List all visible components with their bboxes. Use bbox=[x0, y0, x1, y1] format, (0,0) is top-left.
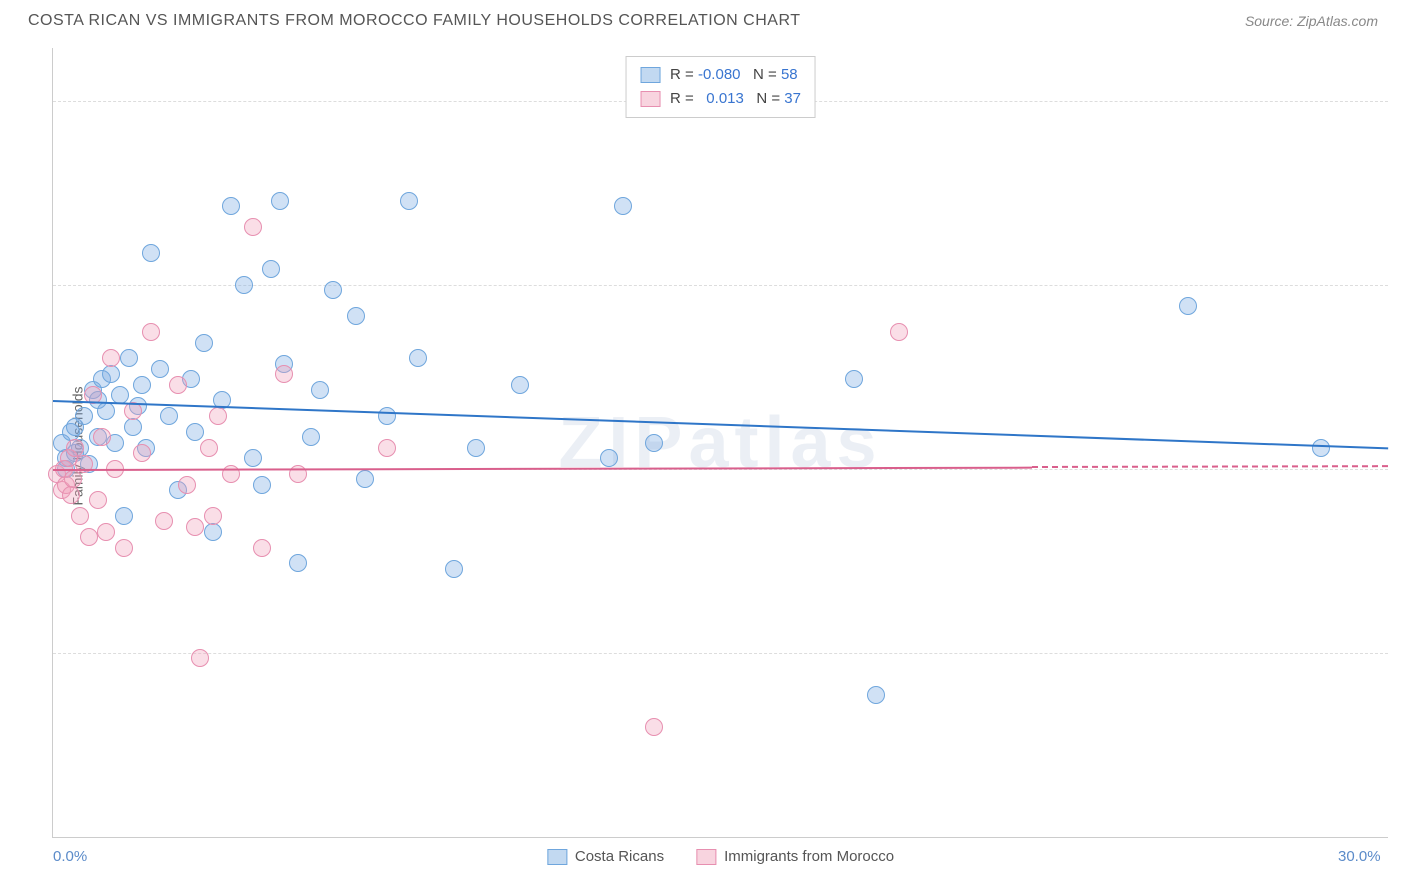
data-point bbox=[102, 365, 120, 383]
data-point bbox=[115, 539, 133, 557]
data-point bbox=[311, 381, 329, 399]
data-point bbox=[1312, 439, 1330, 457]
chart-title: COSTA RICAN VS IMMIGRANTS FROM MOROCCO F… bbox=[28, 12, 800, 30]
data-point bbox=[347, 307, 365, 325]
data-point bbox=[75, 407, 93, 425]
data-point bbox=[204, 523, 222, 541]
data-point bbox=[445, 560, 463, 578]
data-point bbox=[160, 407, 178, 425]
legend-item: Costa Ricans bbox=[547, 848, 664, 865]
data-point bbox=[409, 349, 427, 367]
data-point bbox=[71, 507, 89, 525]
data-point bbox=[645, 434, 663, 452]
data-point bbox=[93, 428, 111, 446]
data-point bbox=[64, 470, 82, 488]
data-point bbox=[511, 376, 529, 394]
data-point bbox=[169, 376, 187, 394]
data-point bbox=[845, 370, 863, 388]
legend-swatch bbox=[696, 849, 716, 865]
trend-line bbox=[53, 400, 1388, 449]
data-point bbox=[133, 444, 151, 462]
legend-stats: R = 0.013 N = 37 bbox=[670, 87, 801, 111]
legend-label: Immigrants from Morocco bbox=[724, 848, 894, 865]
chart-plot-area: ZIPatlas 47.5%65.0%82.5%100.0%0.0%30.0%R… bbox=[52, 48, 1388, 838]
data-point bbox=[178, 476, 196, 494]
series-legend: Costa Ricans Immigrants from Morocco bbox=[547, 848, 894, 865]
trend-line bbox=[53, 466, 1032, 470]
watermark-text: ZIPatlas bbox=[558, 402, 882, 484]
legend-item: Immigrants from Morocco bbox=[696, 848, 894, 865]
data-point bbox=[244, 449, 262, 467]
data-point bbox=[97, 523, 115, 541]
data-point bbox=[97, 402, 115, 420]
data-point bbox=[244, 218, 262, 236]
data-point bbox=[867, 686, 885, 704]
data-point bbox=[200, 439, 218, 457]
data-point bbox=[302, 428, 320, 446]
data-point bbox=[235, 276, 253, 294]
data-point bbox=[204, 507, 222, 525]
data-point bbox=[890, 323, 908, 341]
x-tick-label: 0.0% bbox=[53, 848, 87, 865]
data-point bbox=[324, 281, 342, 299]
data-point bbox=[253, 539, 271, 557]
data-point bbox=[378, 407, 396, 425]
data-point bbox=[600, 449, 618, 467]
legend-swatch bbox=[547, 849, 567, 865]
data-point bbox=[62, 486, 80, 504]
data-point bbox=[142, 323, 160, 341]
data-point bbox=[209, 407, 227, 425]
data-point bbox=[378, 439, 396, 457]
data-point bbox=[142, 244, 160, 262]
data-point bbox=[253, 476, 271, 494]
data-point bbox=[186, 423, 204, 441]
legend-label: Costa Ricans bbox=[575, 848, 664, 865]
data-point bbox=[467, 439, 485, 457]
legend-row: R = 0.013 N = 37 bbox=[640, 87, 801, 111]
legend-swatch bbox=[640, 67, 660, 83]
data-point bbox=[124, 418, 142, 436]
data-point bbox=[614, 197, 632, 215]
gridline bbox=[53, 653, 1388, 654]
data-point bbox=[89, 491, 107, 509]
data-point bbox=[356, 470, 374, 488]
data-point bbox=[275, 365, 293, 383]
data-point bbox=[271, 192, 289, 210]
legend-swatch bbox=[640, 91, 660, 107]
data-point bbox=[186, 518, 204, 536]
data-point bbox=[155, 512, 173, 530]
data-point bbox=[289, 554, 307, 572]
data-point bbox=[195, 334, 213, 352]
correlation-legend: R = -0.080 N = 58R = 0.013 N = 37 bbox=[625, 56, 816, 118]
data-point bbox=[400, 192, 418, 210]
data-point bbox=[222, 197, 240, 215]
data-point bbox=[151, 360, 169, 378]
data-point bbox=[102, 349, 120, 367]
data-point bbox=[80, 528, 98, 546]
data-point bbox=[645, 718, 663, 736]
data-point bbox=[262, 260, 280, 278]
source-label: Source: ZipAtlas.com bbox=[1245, 13, 1378, 29]
data-point bbox=[133, 376, 151, 394]
data-point bbox=[115, 507, 133, 525]
data-point bbox=[191, 649, 209, 667]
data-point bbox=[1179, 297, 1197, 315]
legend-stats: R = -0.080 N = 58 bbox=[670, 63, 798, 87]
x-tick-label: 30.0% bbox=[1338, 848, 1381, 865]
legend-row: R = -0.080 N = 58 bbox=[640, 63, 801, 87]
data-point bbox=[120, 349, 138, 367]
